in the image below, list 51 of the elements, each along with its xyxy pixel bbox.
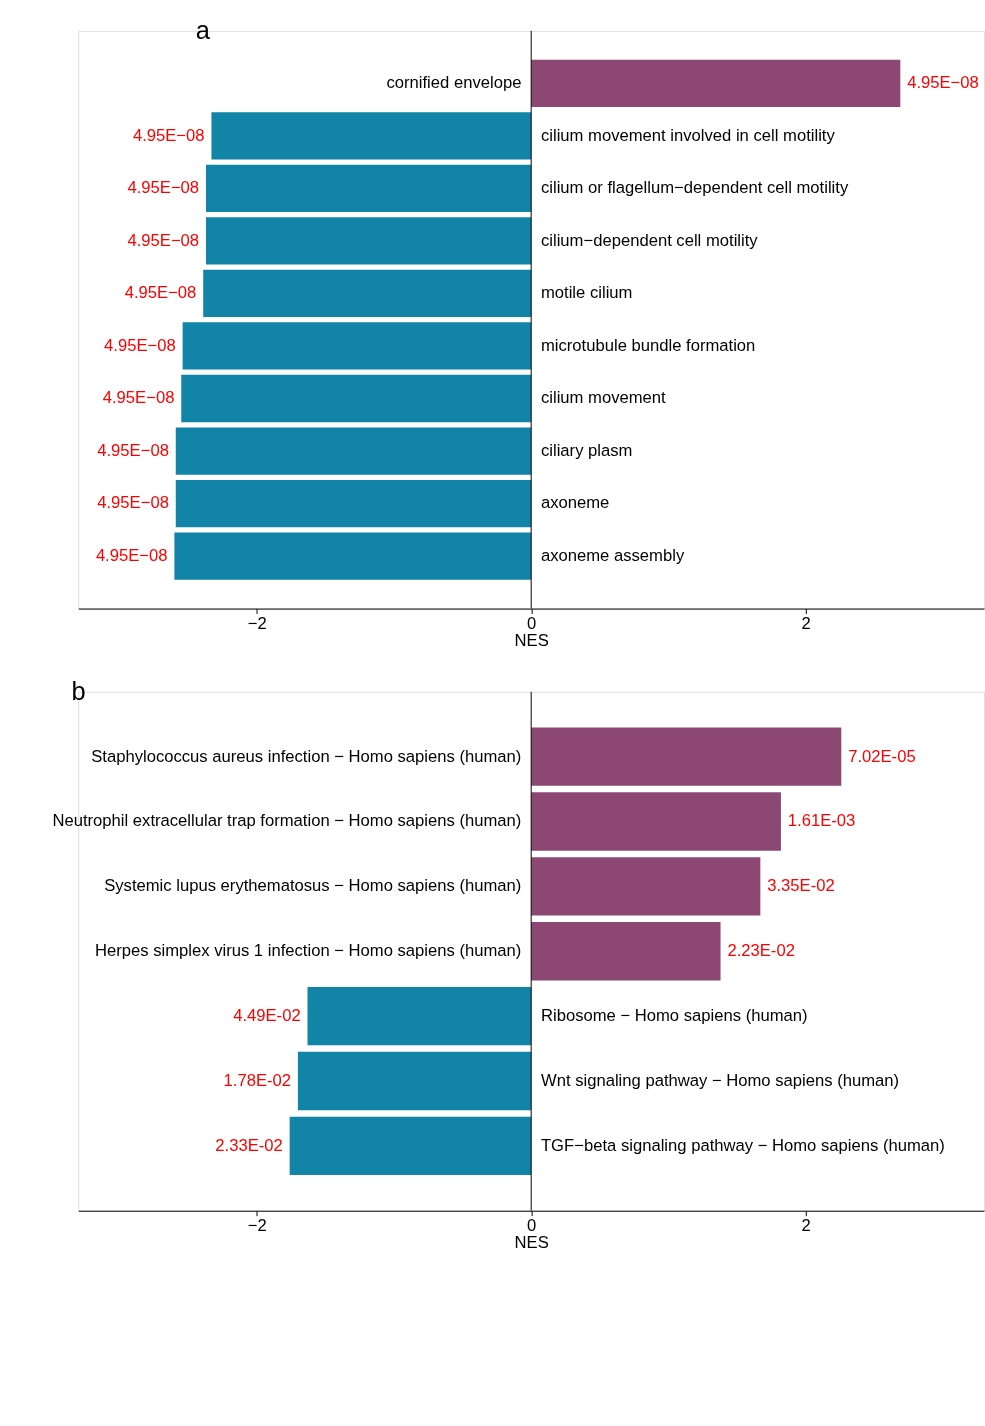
x-tick-label: 2 [801, 613, 811, 633]
annotation: 1.61E-03 [787, 811, 856, 831]
bar [531, 857, 761, 916]
x-tick-label: −2 [247, 1215, 267, 1235]
y-tick-label: cilium−dependent cell motility [540, 230, 759, 250]
y-tick-label: Systemic lupus erythematosus − Homo sapiens (human) [104, 876, 522, 896]
chart-title: b [71, 677, 86, 706]
bar [307, 986, 532, 1046]
annotation: 4.49E-02 [233, 1006, 301, 1026]
y-tick-label: ciliary plasm [540, 440, 633, 460]
y-tick-label: TGF−beta signaling pathway − Homo sapiens (human) [540, 1135, 945, 1155]
y-tick-label: cornified envelope [386, 73, 522, 93]
annotation: 4.95E−08 [127, 230, 200, 250]
x-tick-label: 0 [527, 613, 537, 633]
bar [531, 922, 721, 981]
annotation: 4.95E−08 [102, 388, 175, 408]
y-tick-label: cilium movement involved in cell motility [540, 125, 836, 145]
annotation: 3.35E-02 [767, 876, 835, 896]
x-tick-label: 2 [801, 1215, 811, 1235]
annotation: 4.95E−08 [127, 178, 200, 198]
annotation: 4.95E−08 [907, 73, 979, 93]
y-tick-label: Staphylococcus aureus infection − Homo sapiens (human) [91, 746, 522, 766]
y-tick-label: Ribosome − Homo sapiens (human) [540, 1006, 808, 1026]
x-axis-title: NES [514, 1233, 549, 1253]
bar [531, 727, 842, 786]
bar [531, 792, 781, 851]
chart-title: a [195, 16, 211, 45]
bar [297, 1051, 532, 1111]
y-tick-label: motile cilium [540, 283, 633, 303]
annotation: 7.02E-05 [848, 746, 916, 766]
y-tick-label: axoneme [540, 493, 610, 513]
annotation: 4.95E−08 [97, 440, 169, 460]
y-tick-label: axoneme assembly [540, 545, 685, 565]
y-tick-label: Wnt signaling pathway − Homo sapiens (human) [540, 1070, 900, 1090]
annotation: 4.95E−08 [97, 493, 169, 513]
y-tick-label: cilium or flagellum−dependent cell motility [540, 178, 849, 198]
annotation: 4.95E−08 [124, 283, 197, 303]
annotation: 4.95E−08 [132, 125, 205, 145]
annotation: 4.95E−08 [95, 545, 168, 565]
annotation: 4.95E−08 [104, 335, 176, 355]
x-axis-title: NES [514, 631, 549, 651]
bar [289, 1116, 532, 1176]
x-tick-label: 0 [527, 1215, 537, 1235]
annotation: 1.78E-02 [223, 1070, 292, 1090]
y-tick-label: microtubule bundle formation [540, 335, 756, 355]
x-tick-label: −2 [247, 613, 267, 633]
annotation: 2.23E-02 [727, 941, 795, 961]
y-tick-label: Neutrophil extracellular trap formation − Homo sapiens (human) [52, 811, 522, 831]
annotation: 2.33E-02 [215, 1135, 283, 1155]
y-tick-label: cilium movement [540, 388, 667, 408]
y-tick-label: Herpes simplex virus 1 infection − Homo sapiens (human) [94, 941, 522, 961]
